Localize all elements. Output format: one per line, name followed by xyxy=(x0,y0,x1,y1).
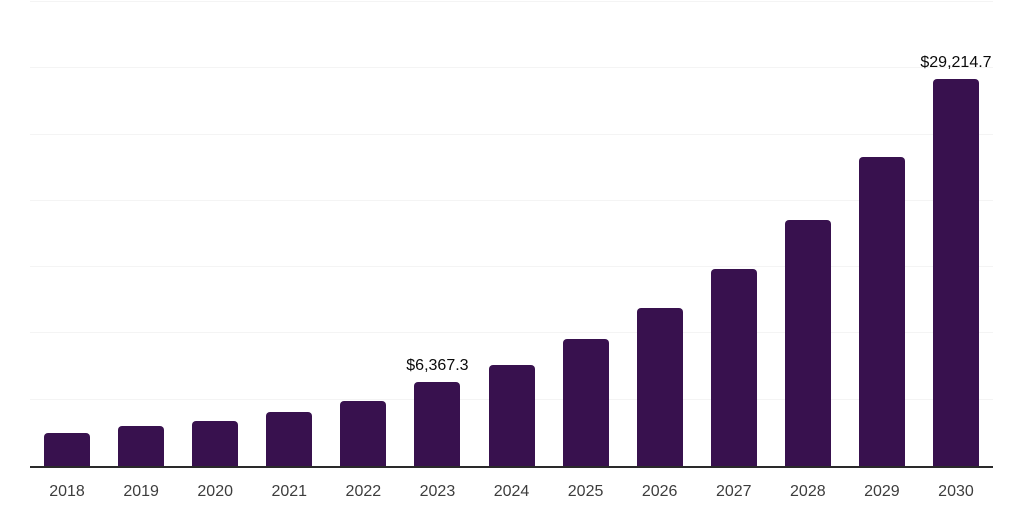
plot-area: $6,367.3 $29,214.7 xyxy=(30,1,993,466)
x-axis-labels: 2018 2019 2020 2021 2022 2023 2024 2025 2026 2027… xyxy=(30,482,993,501)
x-tick-2020: 2020 xyxy=(197,483,233,500)
gridline-25000 xyxy=(30,133,993,135)
bar-slot-2019 xyxy=(104,2,178,466)
x-tick-2022: 2022 xyxy=(345,483,382,500)
bar-2019[interactable] xyxy=(118,426,165,466)
bar-2030[interactable]: $29,214.7 xyxy=(920,54,992,466)
bar-slot-2020 xyxy=(178,2,252,466)
gridline-20000 xyxy=(30,199,993,201)
bar-2026[interactable] xyxy=(636,307,683,466)
bar-slot-2025 xyxy=(549,2,623,466)
bar-2029[interactable] xyxy=(858,156,905,466)
x-tick-2024: 2024 xyxy=(493,483,530,500)
bar-slot-2023: $6,367.3 xyxy=(400,2,474,466)
data-label-2030: $29,214.7 xyxy=(920,53,992,71)
gridline-10000 xyxy=(30,332,993,334)
bar-2027[interactable] xyxy=(710,269,757,466)
x-tick-2026: 2026 xyxy=(641,483,678,500)
x-tick-2023: 2023 xyxy=(419,483,456,500)
gridline-30000 xyxy=(30,67,993,69)
x-tick-2018: 2018 xyxy=(49,483,85,500)
bar-slot-2030: $29,214.7 xyxy=(919,2,993,466)
x-tick-2021: 2021 xyxy=(271,483,308,500)
gridline-15000 xyxy=(30,266,993,268)
bar-2018[interactable] xyxy=(44,433,91,466)
bar-2028[interactable] xyxy=(784,219,831,466)
x-tick-2027: 2027 xyxy=(715,483,752,500)
x-tick-2030: 2030 xyxy=(938,483,974,500)
bar-slot-2021 xyxy=(252,2,326,466)
bar-slot-2026 xyxy=(623,2,697,466)
bars: $6,367.3 $29,214.7 xyxy=(30,2,993,466)
bar-slot-2022 xyxy=(326,2,400,466)
bar-2023[interactable]: $6,367.3 xyxy=(406,357,469,466)
bar-slot-2024 xyxy=(474,2,548,466)
bar-slot-2027 xyxy=(697,2,771,466)
x-tick-2029: 2029 xyxy=(864,483,900,500)
bar-2025[interactable] xyxy=(562,339,609,466)
bar-2020[interactable] xyxy=(192,421,239,466)
bar-2022[interactable] xyxy=(340,401,387,466)
x-tick-2019: 2019 xyxy=(123,483,159,500)
x-axis-line xyxy=(30,466,993,468)
bar-slot-2018 xyxy=(30,2,104,466)
x-tick-2028: 2028 xyxy=(790,483,826,500)
data-label-2023: $6,367.3 xyxy=(406,356,469,374)
bar-slot-2028 xyxy=(771,2,845,466)
bar-slot-2029 xyxy=(845,2,919,466)
bar-2021[interactable] xyxy=(266,412,313,466)
bar-2024[interactable] xyxy=(488,365,535,466)
x-tick-2025: 2025 xyxy=(567,483,604,500)
gridline-35000 xyxy=(30,1,993,2)
